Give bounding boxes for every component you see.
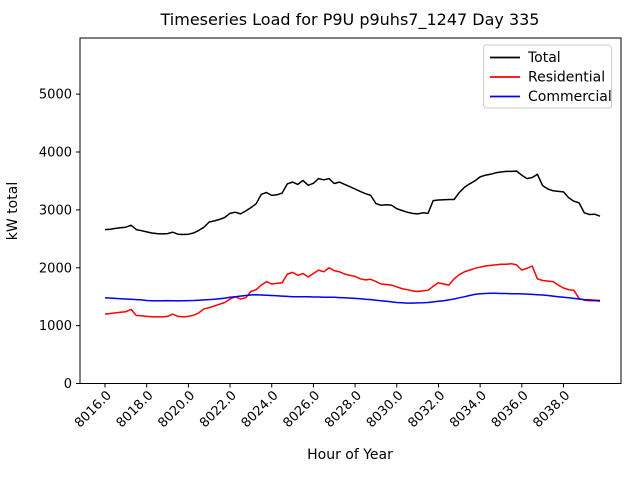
plot-frame (79, 37, 622, 384)
legend-box (483, 44, 612, 109)
plot-lines (104, 170, 601, 318)
x-tick-label: 8018.0 (114, 388, 157, 431)
legend-label-total: Total (527, 50, 561, 66)
x-tick-label: 8028.0 (322, 388, 365, 431)
y-tick-label: 4000 (39, 146, 72, 161)
series-line-residential (104, 262, 601, 318)
y-axis-label: kW total (5, 182, 21, 240)
y-tick-label: 3000 (39, 203, 72, 218)
y-tick-label: 5000 (39, 88, 72, 103)
x-tick-label: 8026.0 (280, 388, 323, 431)
legend-label-residential: Residential (528, 70, 605, 86)
y-tick-label: 0 (64, 377, 72, 392)
y-axis-ticks: 0 1000 2000 3000 4000 5000 (39, 88, 80, 392)
chart-title: Timeseries Load for P9U p9uhs7_1247 Day … (160, 10, 540, 30)
y-tick-label: 1000 (39, 319, 72, 334)
x-tick-label: 8030.0 (364, 388, 407, 431)
x-tick-label: 8024.0 (239, 388, 282, 431)
y-tick-label: 2000 (39, 261, 72, 276)
x-axis-label: Hour of Year (307, 447, 393, 463)
series-line-total (104, 170, 601, 236)
series-line-commercial (104, 292, 601, 304)
legend-label-commercial: Commercial (528, 89, 612, 105)
x-tick-label: 8034.0 (447, 388, 490, 431)
x-axis-ticks: 8016.08018.08020.08022.08024.08026.08028… (72, 383, 574, 431)
x-tick-label: 8016.0 (72, 388, 115, 431)
x-tick-label: 8036.0 (489, 388, 532, 431)
x-tick-label: 8022.0 (197, 388, 240, 431)
x-tick-label: 8020.0 (155, 388, 198, 431)
legend: Total Residential Commercial (483, 44, 612, 109)
x-tick-label: 8038.0 (531, 388, 574, 431)
x-tick-label: 8032.0 (405, 388, 448, 431)
